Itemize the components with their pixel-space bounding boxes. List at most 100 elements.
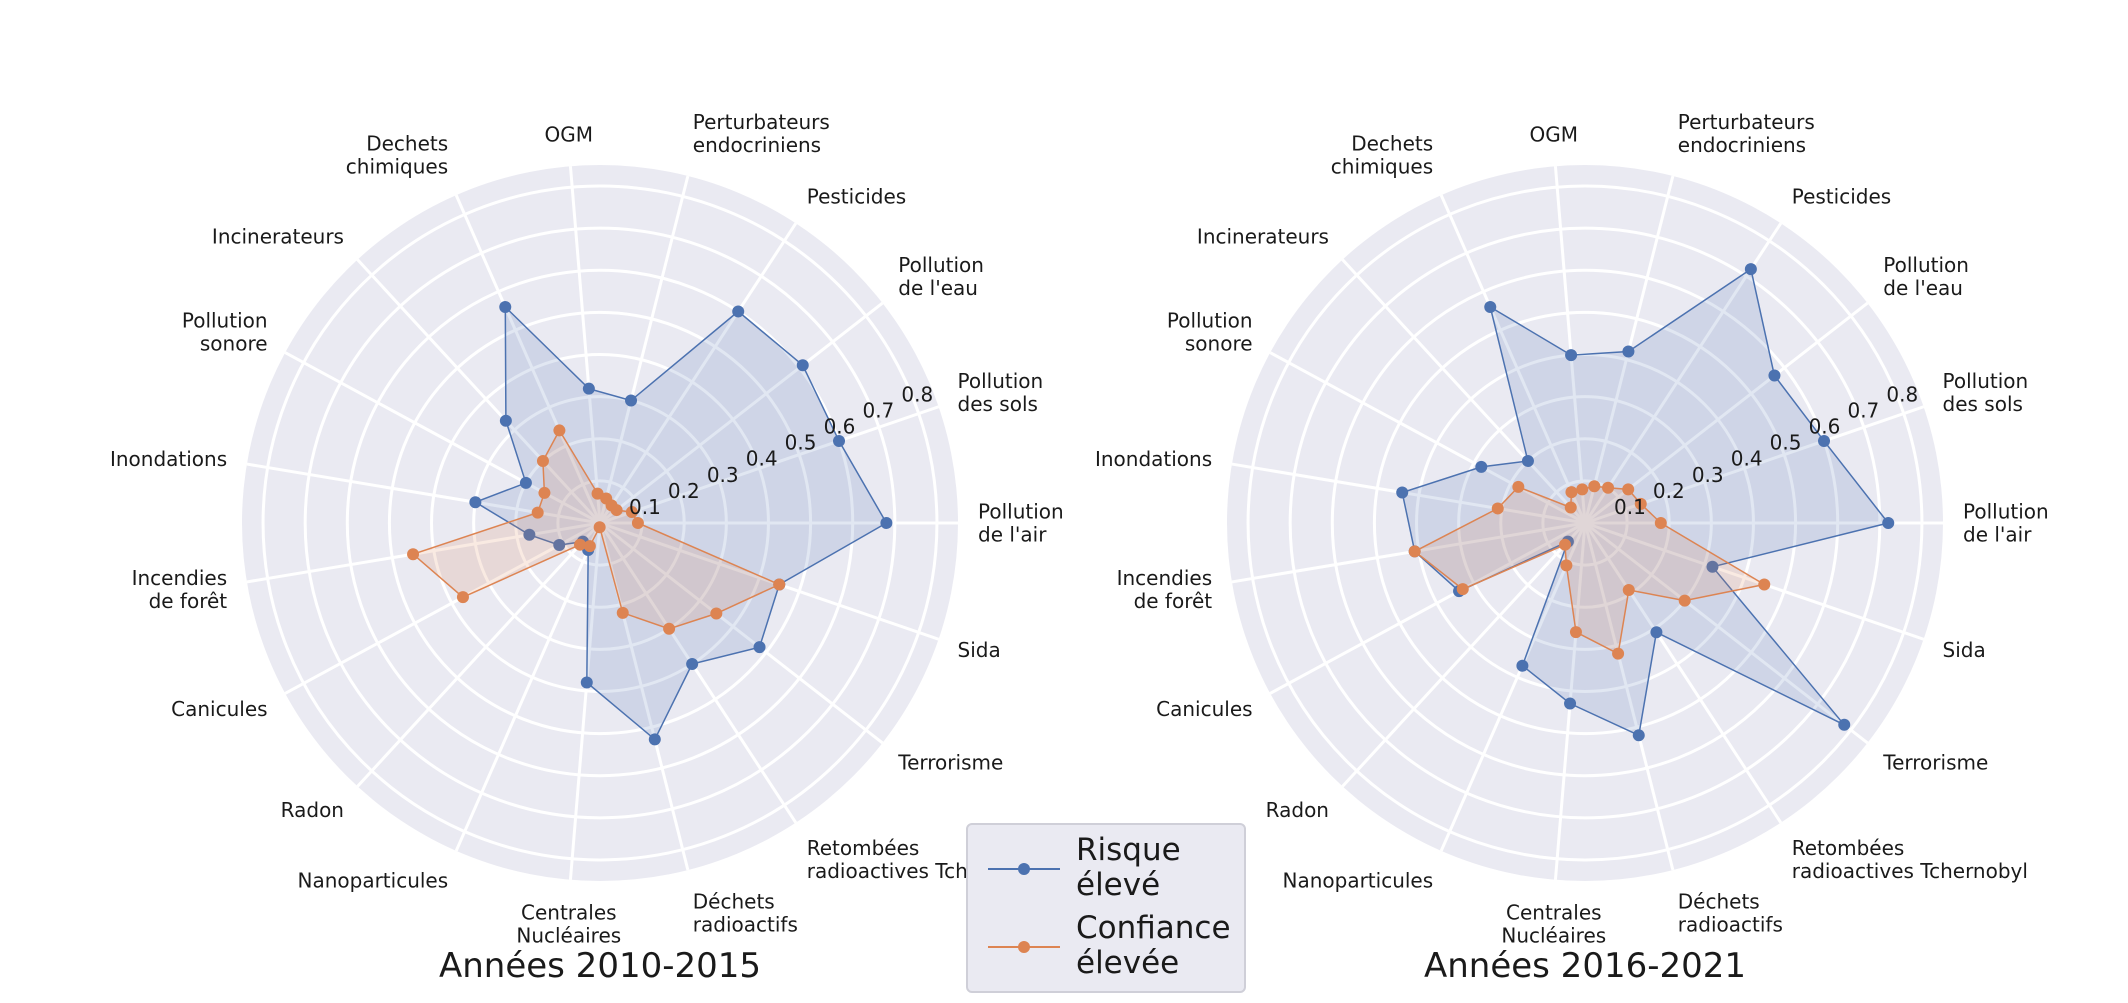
data-point xyxy=(456,591,469,604)
r-tick-label: 0.6 xyxy=(824,414,856,438)
data-point xyxy=(1565,349,1578,362)
legend-swatch-risque xyxy=(988,863,1060,875)
data-point xyxy=(625,506,638,519)
grid-spoke xyxy=(1341,258,1587,525)
legend-label-risque: Risque élevé xyxy=(1076,832,1181,903)
r-tick-label: 0.6 xyxy=(1809,414,1841,438)
grid-spoke xyxy=(1584,521,1925,641)
grid-spoke xyxy=(599,301,884,525)
series-area xyxy=(473,305,888,741)
legend-label-confiance: Confiance élevée xyxy=(1076,910,1231,981)
grid-spoke xyxy=(1439,522,1587,852)
data-point xyxy=(553,424,566,437)
category-label: Déchets radioactifs xyxy=(693,889,798,936)
grid-spoke xyxy=(568,166,602,524)
data-point xyxy=(531,506,544,519)
data-point xyxy=(553,539,566,552)
category-label: OGM xyxy=(1530,123,1579,147)
grid-spoke xyxy=(1439,194,1587,524)
grid-spoke xyxy=(599,521,940,641)
data-point xyxy=(796,359,809,372)
category-label: Radon xyxy=(1266,798,1329,822)
data-point xyxy=(663,622,676,635)
data-point xyxy=(1706,560,1719,573)
data-point xyxy=(732,305,745,318)
r-tick-label: 0.1 xyxy=(629,495,661,519)
data-point xyxy=(519,476,532,489)
data-point xyxy=(1758,578,1771,591)
data-point xyxy=(538,486,551,499)
data-point xyxy=(1491,502,1504,515)
data-point xyxy=(1882,517,1895,529)
data-point xyxy=(1564,697,1577,710)
grid-spoke xyxy=(598,222,798,524)
data-point xyxy=(499,414,512,427)
data-point xyxy=(1576,483,1589,496)
chart-title: Années 2016-2021 xyxy=(1424,946,1746,986)
data-point xyxy=(1565,486,1578,499)
category-label: Canicules xyxy=(1156,697,1252,721)
category-label: OGM xyxy=(545,123,594,147)
radar-chart-1: 0.1 0.2 0.3 0.4 0.5 0.60.7 0.8 Pollution de l'ai… xyxy=(110,110,1064,986)
data-point xyxy=(1569,626,1582,639)
grid-spoke xyxy=(454,522,602,852)
data-point xyxy=(1818,434,1831,447)
r-tick-label: 0.5 xyxy=(785,431,817,455)
category-label: Pesticides xyxy=(1792,185,1891,209)
r-tick-label: 0.5 xyxy=(1770,431,1802,455)
r-tick-label: 0.7 xyxy=(1847,398,1879,422)
r-tick-label: 0.3 xyxy=(1692,463,1724,487)
category-label: Pollution de l'eau xyxy=(1883,253,1969,300)
category-label: Pollution des sols xyxy=(1943,369,2029,416)
data-point xyxy=(1612,647,1625,660)
grid-spoke xyxy=(598,522,798,824)
category-label: Pollution de l'air xyxy=(978,500,1064,547)
r-tick-label: 0.4 xyxy=(1731,447,1763,471)
category-label: Pollution des sols xyxy=(958,369,1044,416)
category-label: Dechets chimiques xyxy=(346,132,448,179)
data-point xyxy=(1521,455,1534,468)
category-label: Terrorisme xyxy=(897,751,1003,775)
data-point xyxy=(580,676,593,689)
grid-spoke xyxy=(356,521,602,788)
legend-swatch-confiance xyxy=(988,941,1060,953)
data-point xyxy=(1512,480,1525,493)
data-point xyxy=(1622,345,1635,358)
category-label: Sida xyxy=(1943,638,1986,662)
data-point xyxy=(591,487,604,500)
category-label: Terrorisme xyxy=(1882,751,1988,775)
chart-title: Années 2010-2015 xyxy=(439,946,761,986)
data-point xyxy=(499,301,512,314)
grid-spoke xyxy=(568,522,602,880)
grid-spoke xyxy=(1231,462,1586,525)
grid-spoke xyxy=(246,521,601,584)
data-point xyxy=(1744,263,1757,276)
legend-item-confiance: Confiance élevée xyxy=(980,911,1242,981)
category-label: Dechets chimiques xyxy=(1331,132,1433,179)
legend: Risque élevé Confiance élevée xyxy=(966,823,1246,993)
data-point xyxy=(1838,718,1851,731)
data-point xyxy=(1622,583,1635,596)
grid-spoke xyxy=(1269,521,1586,695)
data-point xyxy=(1634,497,1647,510)
category-label: Pollution sonore xyxy=(182,308,268,355)
data-point xyxy=(1768,369,1781,382)
radar-chart-2: 0.1 0.2 0.3 0.4 0.5 0.60.7 0.8 Pollution de l'ai… xyxy=(1095,110,2049,986)
category-label: Pollution sonore xyxy=(1167,308,1253,355)
category-label: Centrales Nucléaires xyxy=(516,900,621,947)
data-point xyxy=(616,606,629,619)
data-point xyxy=(1650,626,1663,639)
r-tick-label: 0.8 xyxy=(1886,382,1918,406)
category-label: Pesticides xyxy=(807,185,906,209)
data-point xyxy=(593,521,606,534)
data-point xyxy=(1632,729,1645,742)
series-confiance xyxy=(1408,480,1771,660)
data-point xyxy=(574,538,587,551)
r-tick-label: 0.2 xyxy=(1653,479,1685,503)
category-label: Radon xyxy=(281,798,344,822)
category-label: Pollution de l'eau xyxy=(898,253,984,300)
category-label: Perturbateurs endocriniens xyxy=(693,110,830,157)
r-tick-label: 0.4 xyxy=(746,447,778,471)
data-point xyxy=(631,517,644,529)
